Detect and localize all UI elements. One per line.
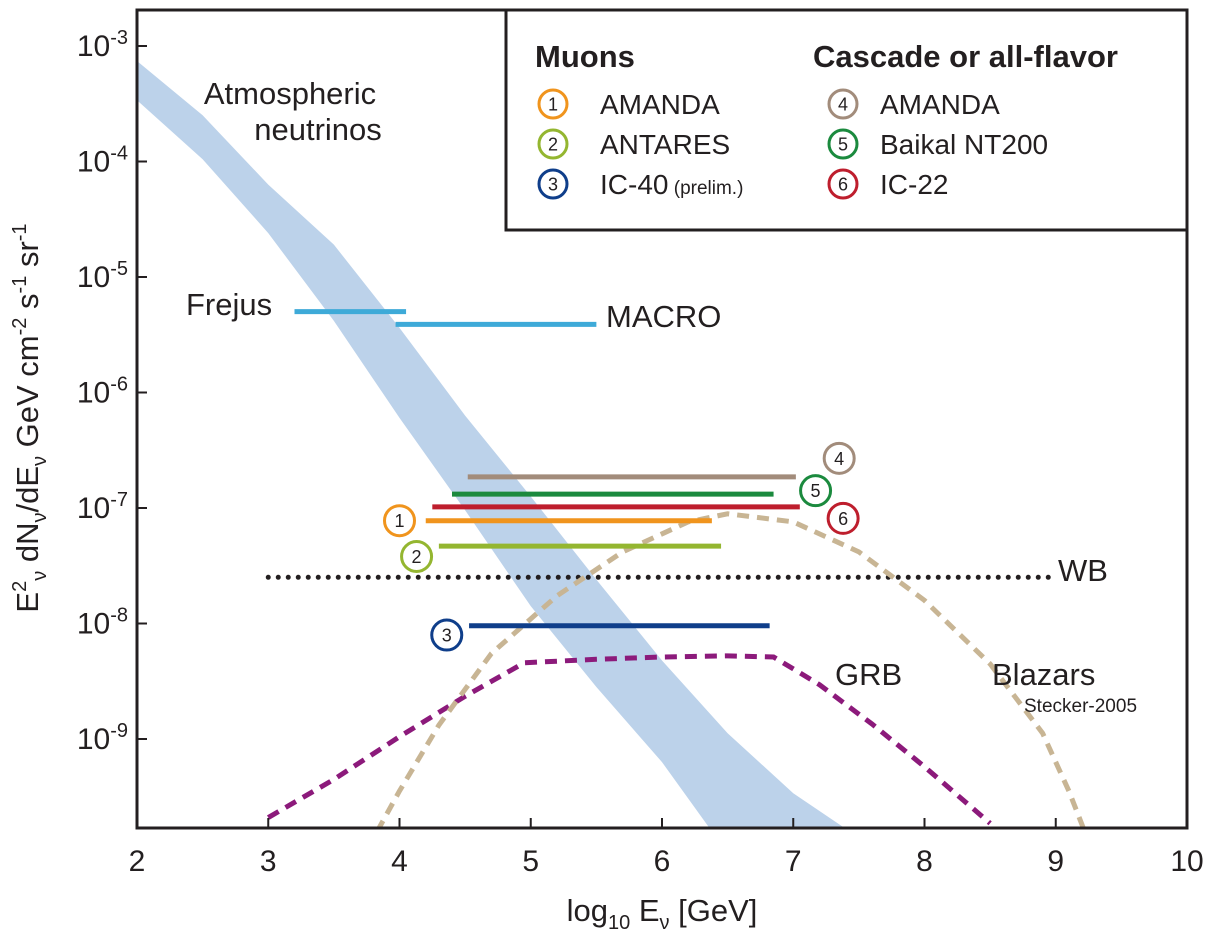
marker-5-circle xyxy=(799,474,833,508)
marker-6-number: 6 xyxy=(838,509,848,529)
legend-cascade-5-circle xyxy=(827,128,859,160)
marker-3-circle xyxy=(430,618,464,652)
legend-muons-3-label: IC-40 (prelim.) xyxy=(600,169,743,200)
marker-1-number: 1 xyxy=(394,511,404,531)
legend-cascade-6-circle xyxy=(827,168,859,200)
legend-muons-1-circle xyxy=(537,88,569,120)
marker-2-circle xyxy=(400,540,434,574)
macro-label: MACRO xyxy=(606,299,721,334)
x-tick-label-2: 2 xyxy=(129,845,146,878)
legend-items: 1 AMANDA 2 ANTARES 3 IC-40 (prelim.) 4 AMANDA 5 B… xyxy=(537,88,1048,200)
x-tick-label-4: 4 xyxy=(391,845,408,878)
legend-cascade-4-label: AMANDA xyxy=(880,89,1000,120)
x-axis-label: log10 Eν [GeV] xyxy=(567,893,758,934)
legend-cascade-title: Cascade or all-flavor xyxy=(813,39,1118,74)
marker-5-number: 5 xyxy=(811,481,821,501)
wb-label: WB xyxy=(1058,553,1108,588)
plot-area xyxy=(137,61,1086,828)
marker-layer: 12 3 456 xyxy=(383,441,860,652)
marker-4-circle xyxy=(822,441,856,475)
x-tick-label-7: 7 xyxy=(785,845,802,878)
legend-cascade-5-number: 5 xyxy=(838,135,848,155)
y-tick-label--4: 10-4 xyxy=(77,143,128,179)
legend-muons-1-label: AMANDA xyxy=(600,89,720,120)
grb-label: GRB xyxy=(835,657,902,692)
y-tick-label--8: 10-8 xyxy=(77,605,128,641)
y-tick-label--5: 10-5 xyxy=(77,258,128,294)
marker-1-circle xyxy=(383,504,416,538)
x-tick-label-3: 3 xyxy=(260,845,277,878)
legend-cascade-5-label: Baikal NT200 xyxy=(880,129,1048,160)
y-tick-label--7: 10-7 xyxy=(77,489,128,525)
y-axis-label: E2ν dNν/dEν GeV cm-2 s-1 sr-1 xyxy=(9,223,51,612)
legend-cascade-6-label: IC-22 xyxy=(880,169,948,200)
legend-cascade-4-circle xyxy=(827,88,859,120)
stecker-label: Stecker-2005 xyxy=(1024,696,1137,717)
x-tick-label-5: 5 xyxy=(522,845,539,878)
atmospheric-neutrino-band xyxy=(137,61,845,828)
legend-muons-1-number: 1 xyxy=(548,95,558,115)
blazars-model-line xyxy=(376,511,1086,828)
marker-4-number: 4 xyxy=(834,449,844,469)
legend: Muons Cascade or all-flavor 1 AMANDA 2 ANTA… xyxy=(504,8,1189,232)
legend-muons-3-circle xyxy=(537,168,569,200)
legend-muons-2-label: ANTARES xyxy=(600,129,730,160)
grb-model-line xyxy=(266,653,992,826)
legend-muons-3-number: 3 xyxy=(548,175,558,195)
legend-muons-title: Muons xyxy=(535,39,635,74)
marker-2-number: 2 xyxy=(412,547,422,567)
legend-cascade-6-number: 6 xyxy=(838,175,848,195)
y-tick-label--6: 10-6 xyxy=(77,374,128,410)
x-tick-label-8: 8 xyxy=(916,845,933,878)
x-tick-label-10: 10 xyxy=(1170,845,1203,878)
x-tick-label-9: 9 xyxy=(1047,845,1064,878)
legend-muons-2-number: 2 xyxy=(548,135,558,155)
marker-3-number: 3 xyxy=(442,626,452,646)
x-tick-label-6: 6 xyxy=(654,845,671,878)
atmospheric-label-line1: Atmospheric xyxy=(204,76,376,111)
blazars-label: Blazars xyxy=(992,657,1095,692)
frejus-label: Frejus xyxy=(186,287,272,322)
y-tick-label--9: 10-9 xyxy=(77,720,128,756)
atmospheric-label-line2: neutrinos xyxy=(254,112,382,147)
legend-cascade-4-number: 4 xyxy=(838,95,848,115)
y-tick-label--3: 10-3 xyxy=(77,27,128,63)
legend-muons-2-circle xyxy=(537,128,569,160)
marker-6-circle xyxy=(826,501,860,535)
